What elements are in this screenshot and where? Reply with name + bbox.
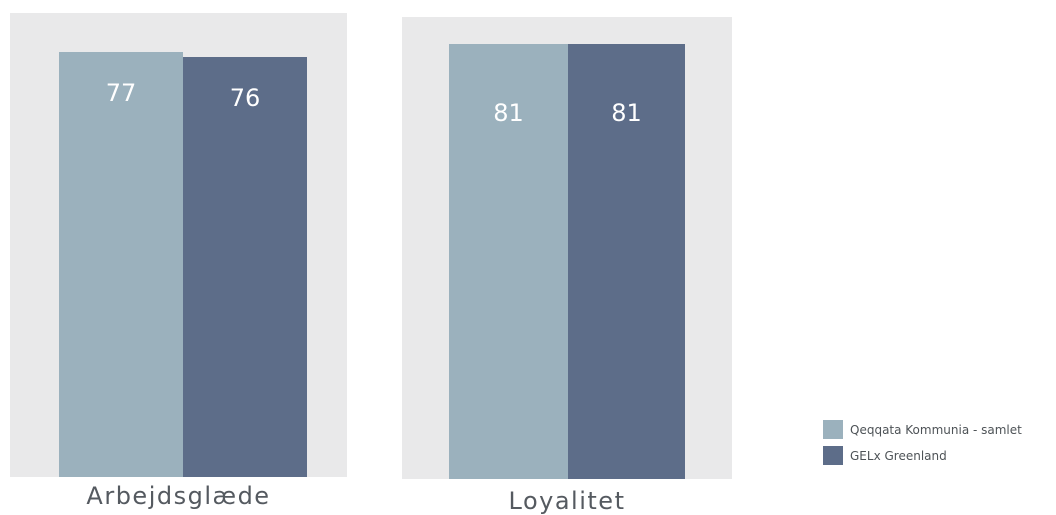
legend-label-qeqqata: Qeqqata Kommunia - samlet	[850, 422, 1022, 437]
bar-arbejdsglaede-gelx: 76	[183, 57, 307, 477]
category-label-arbejdsglaede: Arbejdsglæde	[86, 482, 271, 510]
legend-swatch-gelx	[823, 446, 843, 465]
chart-panel-arbejdsglaede: 77 76	[10, 13, 347, 477]
data-label-loyalitet-qeqqata: 81	[493, 99, 524, 128]
data-label-loyalitet-gelx: 81	[611, 99, 642, 128]
bar-loyalitet-gelx: 81	[568, 44, 685, 479]
category-label-loyalitet: Loyalitet	[508, 487, 626, 515]
legend-item-qeqqata: Qeqqata Kommunia - samlet	[823, 420, 1022, 439]
bar-arbejdsglaede-qeqqata: 77	[59, 51, 183, 477]
legend-label-gelx: GELx Greenland	[850, 448, 947, 463]
data-label-arbejdsglaede-qeqqata: 77	[105, 78, 137, 107]
bar-loyalitet-qeqqata: 81	[449, 44, 568, 479]
legend-swatch-qeqqata	[823, 420, 843, 439]
chart-panel-loyalitet: 81 81	[402, 17, 732, 479]
data-label-arbejdsglaede-gelx: 76	[229, 84, 261, 113]
legend-item-gelx: GELx Greenland	[823, 446, 1022, 465]
legend: Qeqqata Kommunia - samlet GELx Greenland	[823, 420, 1022, 472]
